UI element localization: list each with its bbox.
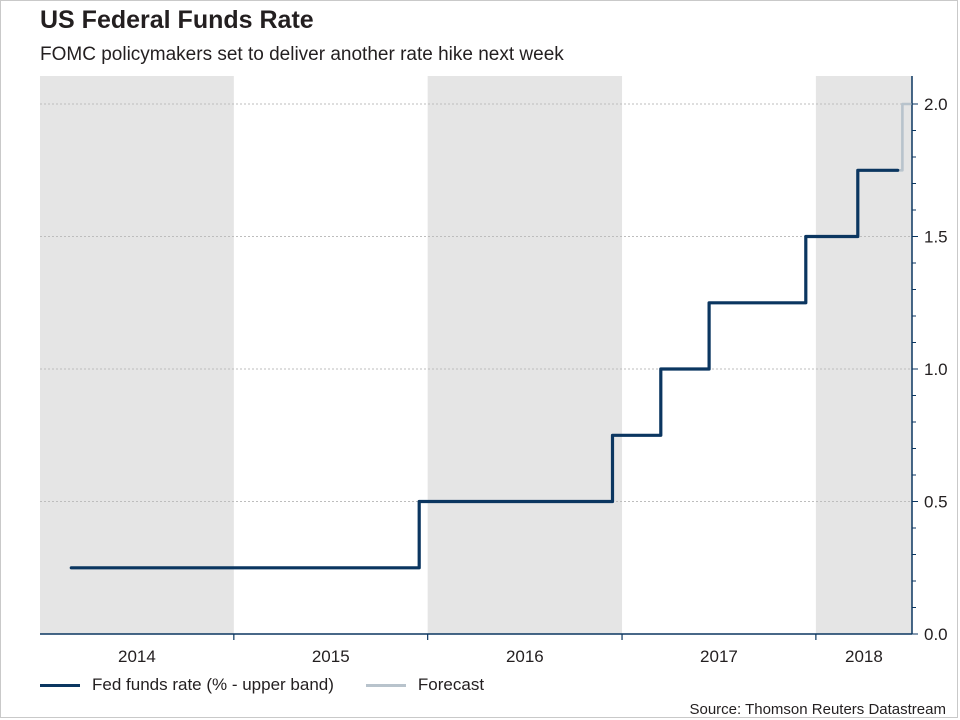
legend-swatch-fed-funds — [40, 683, 80, 687]
y-tick-label: 2.0 — [924, 95, 948, 114]
year-shade-2018 — [815, 76, 912, 634]
year-shade-2014 — [40, 76, 234, 634]
series-line-fed-funds — [69, 168, 900, 570]
source-note: Source: Thomson Reuters Datastream — [689, 701, 946, 718]
legend-label-forecast: Forecast — [417, 675, 485, 694]
y-tick-label: 1.5 — [924, 228, 948, 247]
y-tick-label: 1.0 — [924, 360, 948, 379]
legend: Fed funds rate (% - upper band) Forecast — [40, 673, 516, 697]
y-tick-label: 0.0 — [924, 625, 948, 644]
chart-subtitle: FOMC policymakers set to deliver another… — [40, 44, 564, 65]
y-tick-label: 0.5 — [924, 493, 948, 512]
legend-label-fed-funds: Fed funds rate (% - upper band) — [92, 675, 334, 694]
x-tick-label: 2015 — [312, 647, 350, 666]
year-shading-layer — [40, 76, 912, 634]
chart-title: US Federal Funds Rate — [40, 6, 314, 34]
series-line-forecast — [896, 102, 912, 172]
x-tick-label: 2017 — [700, 647, 738, 666]
legend-item-fed-funds: Fed funds rate (% - upper band) — [40, 675, 334, 695]
legend-item-forecast: Forecast — [365, 675, 485, 695]
axis-layer — [40, 76, 918, 640]
x-tick-label: 2014 — [118, 647, 156, 666]
x-tick-label: 2016 — [506, 647, 544, 666]
year-shade-2016 — [427, 76, 623, 634]
series-layer — [69, 102, 912, 570]
legend-swatch-forecast — [365, 683, 406, 687]
x-tick-label: 2018 — [845, 647, 883, 666]
tick-label-layer: 0.0 0.5 1.0 1.5 2.0 2014 2015 2016 2017 2018 — [118, 95, 948, 666]
